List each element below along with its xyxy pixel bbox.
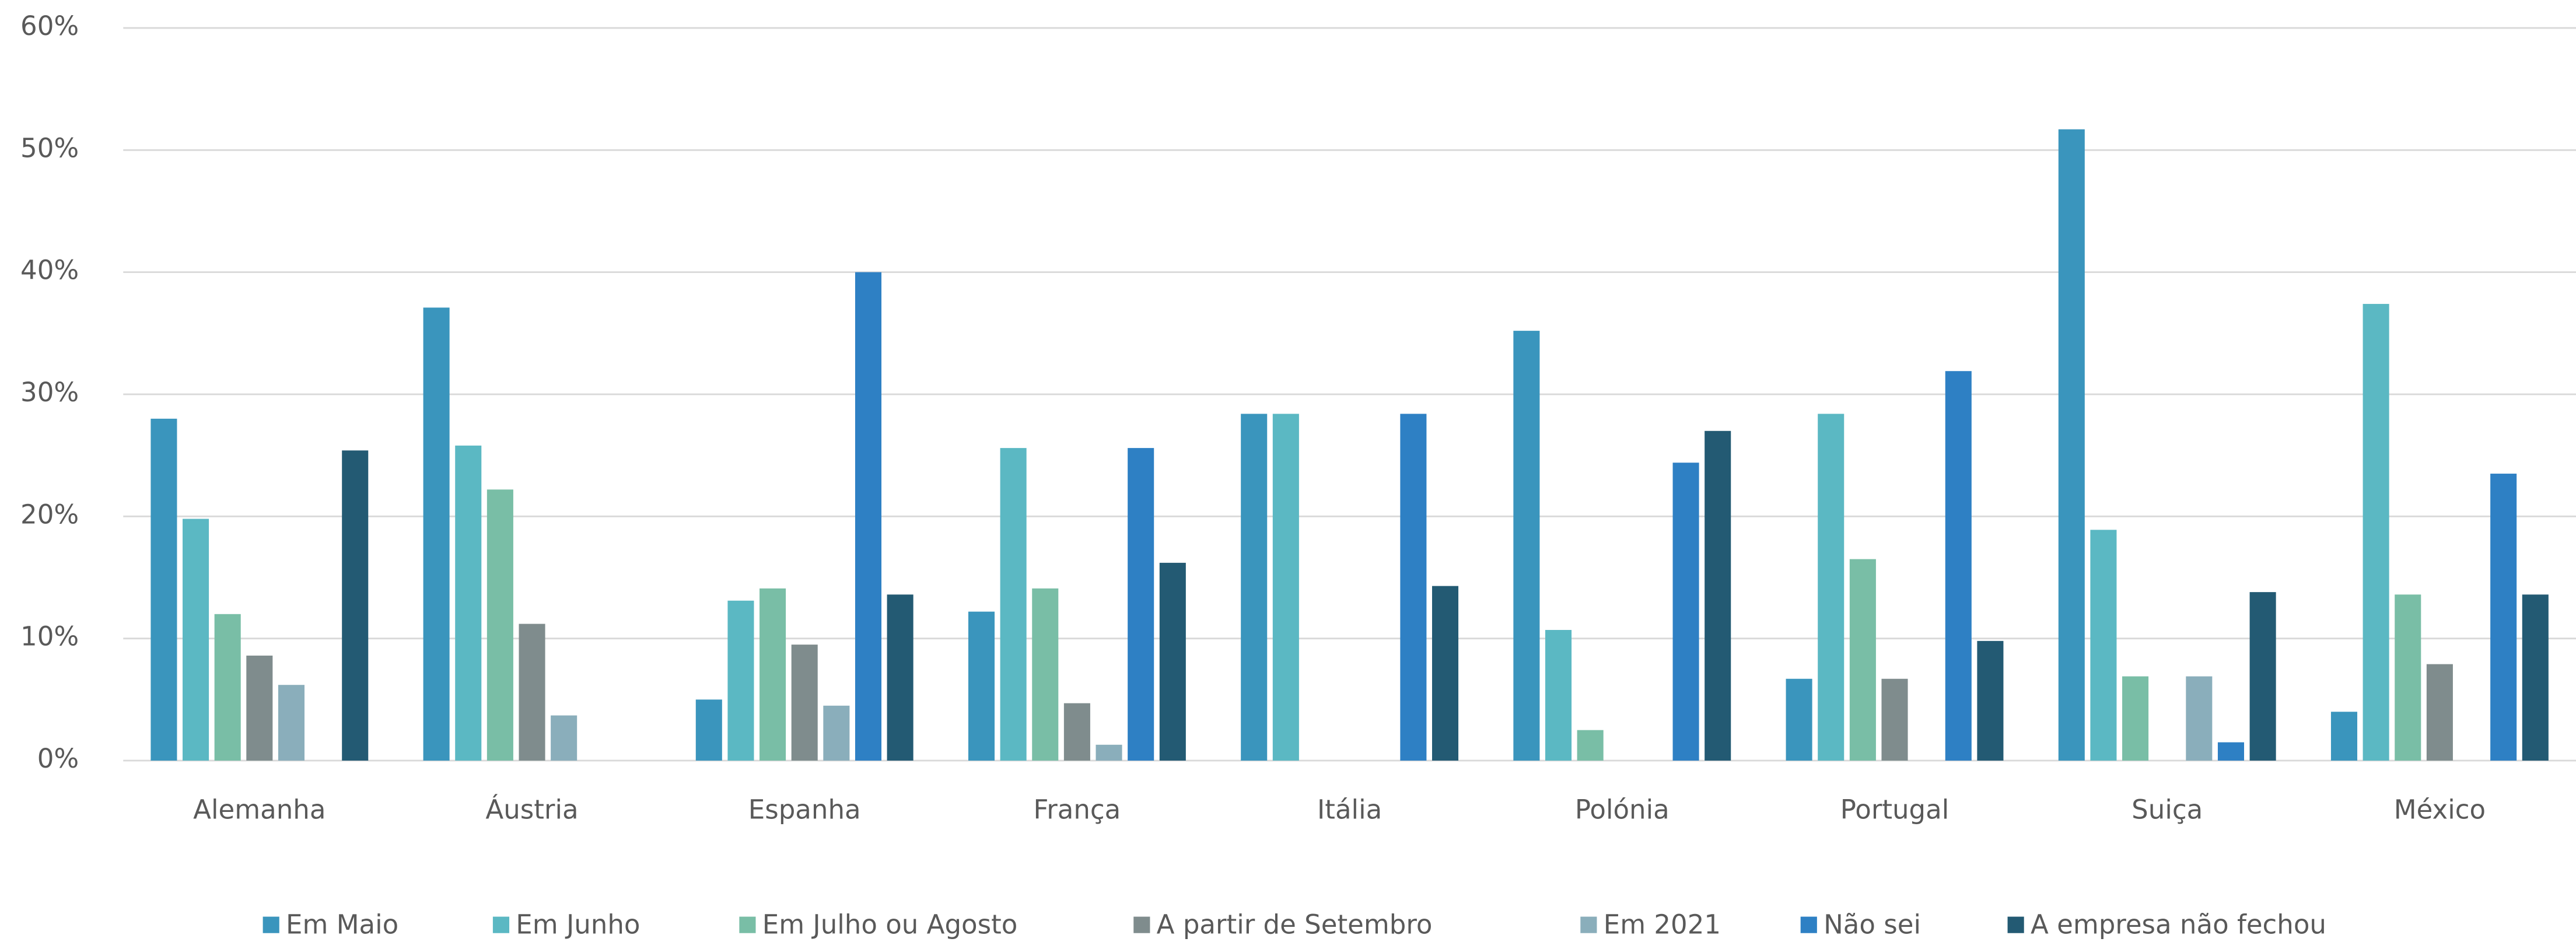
bar bbox=[150, 418, 177, 761]
bar bbox=[855, 272, 882, 761]
bar bbox=[246, 655, 273, 761]
y-tick-label: 20% bbox=[20, 499, 79, 530]
bar bbox=[551, 715, 578, 761]
legend-label: Em 2021 bbox=[1604, 909, 1721, 940]
bar bbox=[1159, 562, 1186, 761]
x-tick-label: Portugal bbox=[1840, 794, 1950, 825]
bar bbox=[214, 614, 241, 761]
bar bbox=[1945, 371, 1972, 761]
legend-swatch bbox=[1580, 916, 1597, 933]
bar bbox=[2522, 594, 2549, 761]
bar bbox=[1977, 640, 2004, 761]
bar bbox=[2426, 664, 2453, 761]
bar bbox=[2090, 530, 2117, 761]
bar bbox=[968, 611, 995, 761]
legend-swatch bbox=[492, 916, 510, 933]
legend-swatch bbox=[1800, 916, 1817, 933]
bar bbox=[2395, 594, 2421, 761]
bar bbox=[487, 489, 513, 761]
x-tick-label: Áustria bbox=[485, 794, 578, 825]
legend-label: Não sei bbox=[1824, 909, 1921, 940]
y-tick-label: 40% bbox=[20, 255, 79, 286]
bar bbox=[2249, 592, 2276, 761]
bar bbox=[1849, 559, 1876, 761]
bar bbox=[887, 594, 914, 761]
legend-label: Em Junho bbox=[516, 909, 640, 940]
legend-swatch bbox=[1133, 916, 1150, 933]
bar bbox=[727, 600, 754, 761]
bar bbox=[519, 624, 545, 761]
legend-label: A empresa não fechou bbox=[2031, 909, 2326, 940]
bar bbox=[1881, 678, 1908, 761]
bar bbox=[1545, 630, 1572, 761]
x-tick-label: Espanha bbox=[748, 794, 861, 825]
y-tick-label: 50% bbox=[20, 132, 79, 163]
bar bbox=[342, 450, 369, 761]
bar bbox=[1241, 414, 1268, 761]
bar bbox=[423, 307, 450, 761]
bar bbox=[2217, 742, 2245, 761]
bar bbox=[2186, 676, 2213, 761]
legend-swatch bbox=[262, 916, 279, 933]
y-tick-label: 10% bbox=[20, 621, 79, 652]
x-tick-label: França bbox=[1034, 794, 1121, 825]
bar bbox=[2122, 676, 2149, 761]
x-tick-label: Alemanha bbox=[193, 794, 326, 825]
x-tick-label: Polónia bbox=[1575, 794, 1670, 825]
bar bbox=[2330, 712, 2358, 761]
bar bbox=[2362, 304, 2389, 761]
bar bbox=[1063, 703, 1090, 761]
bar bbox=[1272, 414, 1299, 761]
legend-label: Em Julho ou Agosto bbox=[762, 909, 1018, 940]
bar bbox=[1704, 430, 1731, 761]
y-tick-label: 0% bbox=[37, 743, 79, 774]
bar bbox=[1786, 678, 1812, 761]
bar bbox=[760, 588, 786, 761]
bar bbox=[1128, 448, 1154, 761]
bar bbox=[1000, 448, 1027, 761]
bar bbox=[1432, 586, 1459, 761]
bar bbox=[2058, 129, 2085, 761]
bar bbox=[1818, 414, 1845, 761]
bar bbox=[1513, 331, 1540, 761]
legend-swatch bbox=[2007, 916, 2024, 933]
legend-label: A partir de Setembro bbox=[1157, 909, 1433, 940]
bar bbox=[1577, 730, 1604, 761]
y-tick-label: 30% bbox=[20, 377, 79, 408]
bar bbox=[278, 685, 304, 761]
legend-swatch bbox=[739, 916, 756, 933]
x-tick-label: Itália bbox=[1317, 794, 1382, 825]
bar bbox=[695, 699, 722, 761]
bar bbox=[2490, 474, 2517, 761]
bar bbox=[1032, 588, 1059, 761]
bar bbox=[823, 705, 850, 761]
bar bbox=[183, 519, 209, 761]
x-tick-label: Suiça bbox=[2132, 794, 2203, 825]
y-tick-label: 60% bbox=[20, 10, 79, 41]
bar bbox=[791, 645, 818, 761]
x-tick-label: México bbox=[2394, 794, 2486, 825]
bar bbox=[455, 445, 482, 761]
legend-label: Em Maio bbox=[286, 909, 398, 940]
bar bbox=[1672, 463, 1699, 761]
bar bbox=[1400, 414, 1427, 761]
bar bbox=[1096, 744, 1122, 761]
